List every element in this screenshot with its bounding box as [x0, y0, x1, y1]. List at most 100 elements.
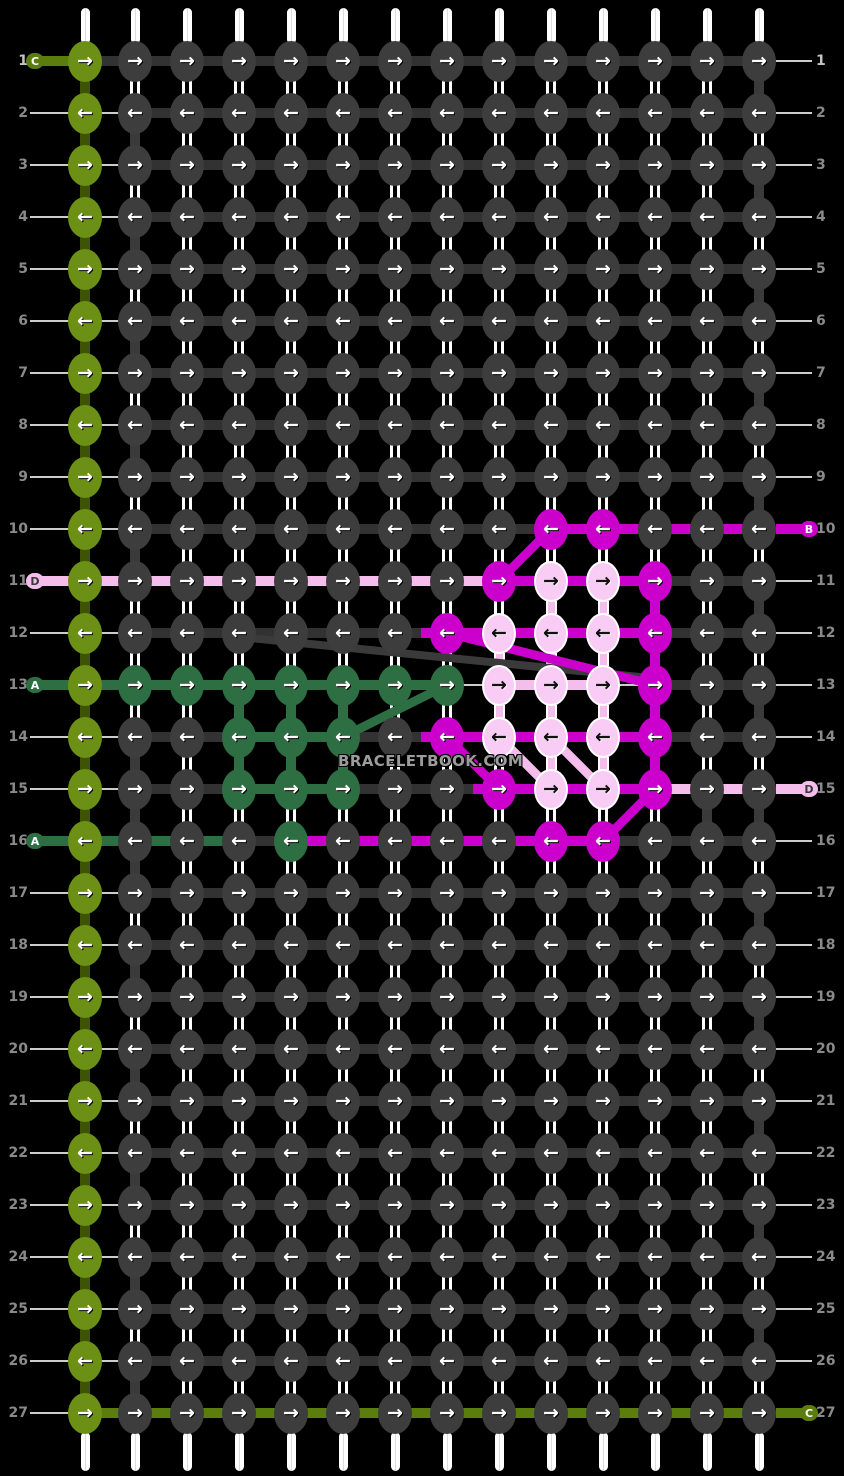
- knot-row17-col5[interactable]: →: [274, 872, 308, 914]
- knot-row14-col1[interactable]: ←: [68, 716, 102, 758]
- knot-row14-col11[interactable]: ←: [586, 716, 620, 758]
- knot-row23-col3[interactable]: →: [170, 1184, 204, 1226]
- knot-row13-col4[interactable]: →: [222, 664, 256, 706]
- knot-row1-col1[interactable]: →: [68, 40, 102, 82]
- knot-row23-col1[interactable]: →: [68, 1184, 102, 1226]
- knot-row1-col13[interactable]: →: [690, 40, 724, 82]
- knot-row8-col2[interactable]: ←: [118, 404, 152, 446]
- knot-row20-col6[interactable]: ←: [326, 1028, 360, 1070]
- knot-row25-col12[interactable]: →: [638, 1288, 672, 1330]
- knot-row27-col12[interactable]: →: [638, 1392, 672, 1434]
- knot-row18-col4[interactable]: ←: [222, 924, 256, 966]
- knot-row7-col1[interactable]: →: [68, 352, 102, 394]
- knot-row27-col2[interactable]: →: [118, 1392, 152, 1434]
- knot-row21-col13[interactable]: →: [690, 1080, 724, 1122]
- knot-row5-col7[interactable]: →: [378, 248, 412, 290]
- knot-row7-col9[interactable]: →: [482, 352, 516, 394]
- knot-row16-col10[interactable]: ←: [534, 820, 568, 862]
- knot-row22-col11[interactable]: ←: [586, 1132, 620, 1174]
- knot-row17-col9[interactable]: →: [482, 872, 516, 914]
- knot-row13-col9[interactable]: →: [482, 664, 516, 706]
- knot-row24-col11[interactable]: ←: [586, 1236, 620, 1278]
- knot-row17-col1[interactable]: →: [68, 872, 102, 914]
- knot-row20-col10[interactable]: ←: [534, 1028, 568, 1070]
- knot-row25-col11[interactable]: →: [586, 1288, 620, 1330]
- knot-row13-col12[interactable]: →: [638, 664, 672, 706]
- knot-row4-col14[interactable]: ←: [742, 196, 776, 238]
- knot-row1-col11[interactable]: →: [586, 40, 620, 82]
- strand-top-9[interactable]: [494, 8, 504, 44]
- knot-row8-col8[interactable]: ←: [430, 404, 464, 446]
- knot-row21-col9[interactable]: →: [482, 1080, 516, 1122]
- strand-top-10[interactable]: [546, 8, 556, 44]
- knot-row17-col10[interactable]: →: [534, 872, 568, 914]
- knot-row25-col4[interactable]: →: [222, 1288, 256, 1330]
- knot-row1-col8[interactable]: →: [430, 40, 464, 82]
- knot-row8-col4[interactable]: ←: [222, 404, 256, 446]
- knot-row27-col6[interactable]: →: [326, 1392, 360, 1434]
- knot-row5-col2[interactable]: →: [118, 248, 152, 290]
- knot-row14-col4[interactable]: ←: [222, 716, 256, 758]
- knot-row12-col14[interactable]: ←: [742, 612, 776, 654]
- knot-row13-col3[interactable]: →: [170, 664, 204, 706]
- knot-row10-col7[interactable]: ←: [378, 508, 412, 550]
- knot-row22-col8[interactable]: ←: [430, 1132, 464, 1174]
- knot-row26-col6[interactable]: ←: [326, 1340, 360, 1382]
- knot-row15-col11[interactable]: →: [586, 768, 620, 810]
- knot-row10-col14[interactable]: ←: [742, 508, 776, 550]
- knot-row16-col9[interactable]: ←: [482, 820, 516, 862]
- knot-row10-col9[interactable]: ←: [482, 508, 516, 550]
- knot-row25-col2[interactable]: →: [118, 1288, 152, 1330]
- knot-row12-col13[interactable]: ←: [690, 612, 724, 654]
- knot-row18-col13[interactable]: ←: [690, 924, 724, 966]
- knot-row22-col10[interactable]: ←: [534, 1132, 568, 1174]
- knot-row20-col1[interactable]: ←: [68, 1028, 102, 1070]
- knot-row27-col3[interactable]: →: [170, 1392, 204, 1434]
- knot-row7-col13[interactable]: →: [690, 352, 724, 394]
- knot-row27-col14[interactable]: →: [742, 1392, 776, 1434]
- knot-row12-col6[interactable]: ←: [326, 612, 360, 654]
- knot-row17-col11[interactable]: →: [586, 872, 620, 914]
- knot-row8-col1[interactable]: ←: [68, 404, 102, 446]
- knot-row8-col10[interactable]: ←: [534, 404, 568, 446]
- knot-row27-col13[interactable]: →: [690, 1392, 724, 1434]
- knot-row19-col6[interactable]: →: [326, 976, 360, 1018]
- knot-row3-col12[interactable]: →: [638, 144, 672, 186]
- knot-row3-col10[interactable]: →: [534, 144, 568, 186]
- knot-row26-col7[interactable]: ←: [378, 1340, 412, 1382]
- knot-row14-col14[interactable]: ←: [742, 716, 776, 758]
- knot-row11-col12[interactable]: →: [638, 560, 672, 602]
- knot-row13-col6[interactable]: →: [326, 664, 360, 706]
- knot-row27-col11[interactable]: →: [586, 1392, 620, 1434]
- knot-row23-col14[interactable]: →: [742, 1184, 776, 1226]
- knot-row20-col11[interactable]: ←: [586, 1028, 620, 1070]
- knot-row3-col5[interactable]: →: [274, 144, 308, 186]
- knot-row26-col9[interactable]: ←: [482, 1340, 516, 1382]
- knot-row7-col14[interactable]: →: [742, 352, 776, 394]
- knot-row18-col7[interactable]: ←: [378, 924, 412, 966]
- knot-row25-col9[interactable]: →: [482, 1288, 516, 1330]
- knot-row10-col13[interactable]: ←: [690, 508, 724, 550]
- strand-top-3[interactable]: [182, 8, 192, 44]
- knot-row12-col2[interactable]: ←: [118, 612, 152, 654]
- knot-row19-col13[interactable]: →: [690, 976, 724, 1018]
- knot-row17-col13[interactable]: →: [690, 872, 724, 914]
- knot-row8-col13[interactable]: ←: [690, 404, 724, 446]
- knot-row9-col6[interactable]: →: [326, 456, 360, 498]
- knot-row14-col8[interactable]: ←: [430, 716, 464, 758]
- knot-row8-col6[interactable]: ←: [326, 404, 360, 446]
- knot-row5-col8[interactable]: →: [430, 248, 464, 290]
- knot-row12-col7[interactable]: ←: [378, 612, 412, 654]
- knot-row5-col9[interactable]: →: [482, 248, 516, 290]
- knot-row26-col10[interactable]: ←: [534, 1340, 568, 1382]
- knot-row14-col9[interactable]: ←: [482, 716, 516, 758]
- knot-row25-col13[interactable]: →: [690, 1288, 724, 1330]
- knot-row5-col3[interactable]: →: [170, 248, 204, 290]
- knot-row25-col10[interactable]: →: [534, 1288, 568, 1330]
- knot-row26-col11[interactable]: ←: [586, 1340, 620, 1382]
- knot-row18-col1[interactable]: ←: [68, 924, 102, 966]
- knot-row22-col4[interactable]: ←: [222, 1132, 256, 1174]
- knot-row5-col1[interactable]: →: [68, 248, 102, 290]
- knot-row27-col1[interactable]: →: [68, 1392, 102, 1434]
- knot-row6-col14[interactable]: ←: [742, 300, 776, 342]
